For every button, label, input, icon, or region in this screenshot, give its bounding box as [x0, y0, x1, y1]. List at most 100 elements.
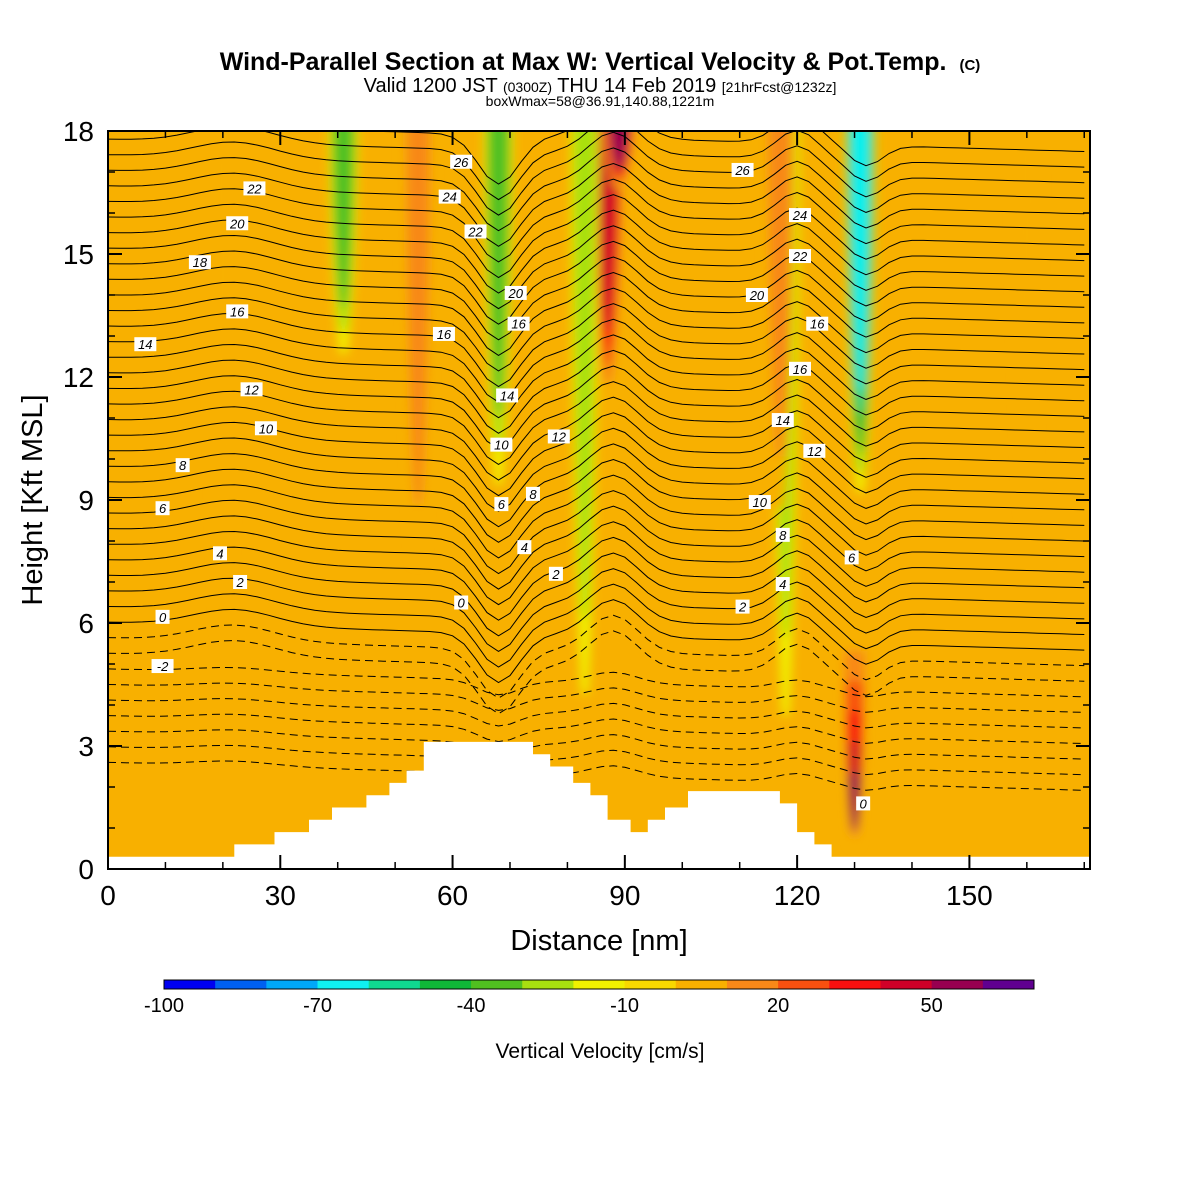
theta-contour-line: [108, 178, 1085, 263]
theta-contour-label: 6: [155, 501, 170, 516]
theta-contour-line: [108, 162, 1085, 247]
theta-label-text: 16: [793, 362, 808, 377]
theta-label-text: 22: [792, 249, 808, 264]
theta-contour-label: 22: [464, 224, 487, 239]
theta-label-text: 0: [458, 596, 466, 611]
theta-label-box: [243, 181, 266, 196]
theta-contour-line: [108, 443, 1085, 528]
theta-contour-label: 20: [504, 285, 527, 301]
theta-label-text: 4: [216, 546, 223, 561]
theta-contour-label: 6: [494, 497, 509, 512]
theta-label-box: [748, 495, 771, 510]
theta-label-box: [775, 577, 790, 592]
theta-contour-label: 2: [548, 566, 563, 582]
theta-contour-line: [108, 521, 1085, 606]
x-tick-label: 60: [437, 880, 468, 911]
theta-contour-line: [108, 131, 1085, 216]
theta-label-text: 16: [511, 317, 526, 332]
theta-contour-label: 18: [188, 255, 211, 270]
theta-label-box: [788, 208, 811, 223]
theta-label-box: [226, 304, 249, 319]
theta-label-box: [233, 575, 248, 589]
theta-contour-line: [108, 147, 1085, 232]
theta-contour-label: 10: [490, 437, 513, 453]
theta-contour-line: [108, 599, 1085, 684]
valid-date: THU 14 Feb 2019: [557, 75, 716, 97]
x-axis-label: Distance [nm]: [510, 925, 687, 957]
theta-contour-label: -2: [151, 659, 174, 674]
theta-contour-line: [108, 666, 1085, 698]
theta-contour-label: 16: [806, 316, 829, 332]
theta-contour-label: 12: [803, 443, 826, 459]
velocity-plume-layer: [333, 131, 354, 308]
theta-contour-line: [108, 744, 1085, 776]
colorbar-tick-label: -10: [610, 995, 639, 1017]
theta-label-box: [788, 249, 811, 264]
theta-contour-line: [108, 474, 1085, 559]
theta-label-text: 6: [159, 501, 167, 516]
theta-label-box: [803, 443, 826, 458]
theta-contour-label: 6: [844, 550, 859, 565]
theta-contour-label: 22: [243, 181, 266, 196]
theta-label-text: 16: [437, 327, 452, 342]
theta-contour-label: 0: [155, 609, 170, 625]
theta-label-text: -2: [157, 659, 169, 674]
colorbar-swatch: [880, 980, 933, 989]
theta-label-text: 4: [779, 577, 786, 592]
y-tick-label: 3: [78, 731, 94, 762]
theta-contour-line: [108, 552, 1085, 637]
theta-label-text: 16: [230, 304, 245, 319]
theta-contour-label: 16: [507, 316, 530, 332]
theta-contour-label: 4: [775, 577, 790, 592]
theta-contour-line: [108, 583, 1085, 668]
theta-contour-line: [108, 682, 1085, 713]
colorbar-swatch: [471, 980, 523, 989]
theta-contour-label: 12: [547, 429, 570, 444]
theta-contour-line: [108, 427, 1085, 512]
theta-label-box: [464, 224, 487, 239]
colorbar-frame: [163, 979, 1035, 990]
theta-contour-label: 24: [438, 189, 461, 205]
y-tick-label: 12: [63, 362, 94, 393]
colorbar-swatch: [778, 980, 830, 989]
colorbar-tick-label: -40: [457, 995, 486, 1017]
theta-contour-label: 22: [788, 249, 811, 264]
theta-contour-line: [108, 225, 1085, 310]
x-tick-label: 120: [774, 880, 821, 911]
chart-title-suffix: (C): [959, 57, 980, 74]
theta-contour-line: [108, 458, 1085, 543]
theta-label-box: [517, 540, 532, 555]
theta-label-box: [212, 546, 227, 561]
colorbar-swatch: [266, 980, 319, 989]
theta-label-box: [735, 599, 750, 614]
theta-contour-label: 20: [226, 216, 249, 231]
colorbar-swatch: [624, 980, 677, 989]
colorbar-swatch: [829, 980, 881, 989]
chart-title: Wind-Parallel Section at Max W: Vertical…: [220, 48, 981, 76]
theta-label-text: 10: [259, 421, 274, 436]
theta-contour-label: 2: [735, 599, 750, 615]
theta-label-box: [490, 437, 513, 452]
colorbar-swatch: [419, 980, 472, 989]
theta-contour-line: [356, 131, 1085, 185]
theta-label-box: [745, 288, 768, 302]
theta-contour-label: 24: [788, 208, 811, 223]
theta-contour-line: [108, 271, 1085, 356]
theta-contour-line: [108, 303, 1085, 388]
forecast-info: [21hrFcst@1232z]: [722, 79, 837, 95]
theta-contour-line: [108, 396, 1085, 481]
x-tick-label: 0: [100, 880, 116, 911]
theta-contour-line: [108, 505, 1085, 590]
colorbar-swatch: [726, 980, 779, 989]
theta-label-box: [788, 361, 811, 376]
theta-contour-label: 14: [496, 388, 519, 403]
theta-contour-label: 26: [450, 154, 473, 170]
colorbar-swatch: [317, 980, 370, 989]
theta-contour-line: [108, 713, 1085, 744]
theta-label-box: [844, 550, 859, 565]
theta-label-box: [155, 501, 170, 516]
theta-label-box: [771, 413, 794, 428]
theta-contour-line: [108, 614, 1085, 699]
x-tick-label: 90: [609, 880, 640, 911]
